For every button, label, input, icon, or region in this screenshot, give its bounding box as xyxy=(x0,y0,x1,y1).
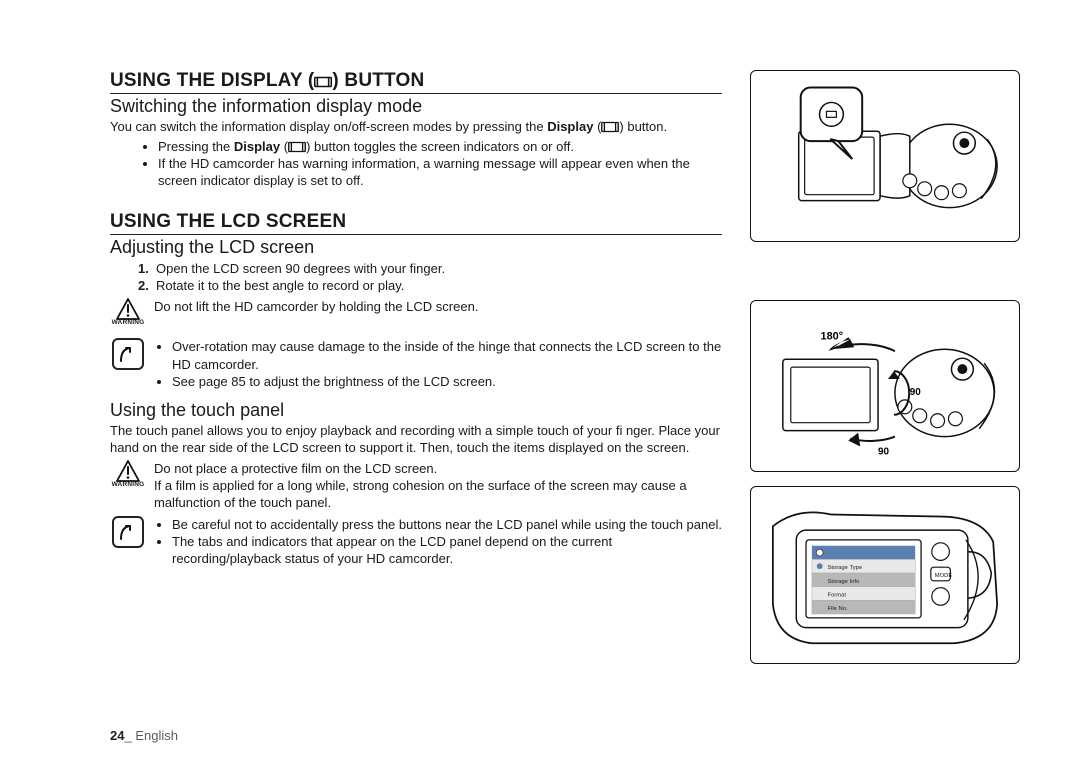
text: ( xyxy=(593,119,601,134)
section-title-display-button: USING THE DISPLAY ( ) BUTTON xyxy=(110,70,722,94)
item-text: Open the LCD screen 90 degrees with your… xyxy=(156,261,445,276)
spacer xyxy=(110,392,722,398)
item-number: 2. xyxy=(138,277,149,294)
item-text: Rotate it to the best angle to record or… xyxy=(156,278,404,293)
bullet-item: Over-rotation may cause damage to the in… xyxy=(172,338,722,372)
para-intro: You can switch the information display o… xyxy=(110,119,722,136)
figure-lcd-rotation: 180° 90 90 xyxy=(750,300,1020,472)
item-number: 1. xyxy=(138,260,149,277)
text: If a film is applied for a long while, s… xyxy=(154,478,687,510)
bullet-item: See page 85 to adjust the brightness of … xyxy=(172,373,722,390)
tip-text: Over-rotation may cause damage to the in… xyxy=(154,338,722,389)
tip-icon xyxy=(110,516,146,548)
figure-touch-panel: Storage Type Storage Info Format File No… xyxy=(750,486,1020,664)
bullet-list: Pressing the Display ( ) button toggles t… xyxy=(110,138,722,189)
page-number: 24 xyxy=(110,728,124,743)
display-icon xyxy=(288,141,306,153)
warning-text: Do not lift the HD camcorder by holding … xyxy=(154,298,722,315)
text: ) button. xyxy=(619,119,667,134)
subtitle-touch-panel: Using the touch panel xyxy=(110,400,722,421)
spacer xyxy=(750,256,1020,300)
svg-text:Storage Info: Storage Info xyxy=(827,579,859,585)
numbered-list: 1. Open the LCD screen 90 degrees with yo… xyxy=(110,260,722,294)
tip-note: Over-rotation may cause damage to the in… xyxy=(110,338,722,389)
footer-language: English xyxy=(135,728,178,743)
bullet-item: Pressing the Display ( ) button toggles t… xyxy=(158,138,722,155)
tip-bullets: Over-rotation may cause damage to the in… xyxy=(154,338,722,389)
tip-bullets: Be careful not to accidentally press the… xyxy=(154,516,722,567)
subtitle-switching-mode: Switching the information display mode xyxy=(110,96,722,117)
page-footer: 24_ English xyxy=(110,728,178,743)
angle-label: 90 xyxy=(878,446,890,457)
svg-text:Format: Format xyxy=(827,592,846,598)
camcorder-touch-illustration: Storage Type Storage Info Format File No… xyxy=(761,497,1009,653)
warning-text: Do not place a protective film on the LC… xyxy=(154,460,722,511)
section-title-lcd-screen: USING THE LCD SCREEN xyxy=(110,211,722,235)
display-icon xyxy=(601,121,619,133)
spacer xyxy=(110,193,722,211)
angle-label: 90 xyxy=(910,387,922,398)
warning-label: WARNING xyxy=(112,319,145,326)
svg-text:MODE: MODE xyxy=(935,573,953,579)
angle-label: 180° xyxy=(821,330,844,342)
figure-column: 180° 90 90 xyxy=(750,70,1020,678)
bullet-item: Be careful not to accidentally press the… xyxy=(172,516,722,533)
text-column: USING THE DISPLAY ( ) BUTTON Switching th… xyxy=(110,70,722,678)
warning-note: WARNING Do not place a protective film o… xyxy=(110,460,722,511)
svg-text:Storage Type: Storage Type xyxy=(827,565,862,571)
display-icon xyxy=(314,76,332,88)
bullet-item: If the HD camcorder has warning informat… xyxy=(158,155,722,189)
camcorder-illustration xyxy=(761,81,1009,231)
warning-label: WARNING xyxy=(112,481,145,488)
camcorder-rotation-illustration: 180° 90 90 xyxy=(761,311,1009,461)
title-text: ) BUTTON xyxy=(332,70,424,91)
footer-sep: _ xyxy=(124,728,135,743)
para-touch-panel: The touch panel allows you to enjoy play… xyxy=(110,423,722,456)
text: Pressing the xyxy=(158,139,234,154)
bullet-item: The tabs and indicators that appear on t… xyxy=(172,533,722,567)
text-bold: Display xyxy=(234,139,280,154)
tip-text: Be careful not to accidentally press the… xyxy=(154,516,722,567)
tip-note: Be careful not to accidentally press the… xyxy=(110,516,722,567)
text: ) button toggles the screen indicators o… xyxy=(306,139,574,154)
text-bold: Display xyxy=(547,119,593,134)
warning-icon: WARNING xyxy=(110,298,146,326)
tip-icon xyxy=(110,338,146,370)
spacer xyxy=(110,328,722,334)
manual-page: USING THE DISPLAY ( ) BUTTON Switching th… xyxy=(0,0,1080,763)
title-text: USING THE DISPLAY ( xyxy=(110,70,314,91)
list-item: 2. Rotate it to the best angle to record … xyxy=(138,277,722,294)
subtitle-adjusting-lcd: Adjusting the LCD screen xyxy=(110,237,722,258)
warning-icon: WARNING xyxy=(110,460,146,488)
text: You can switch the information display o… xyxy=(110,119,547,134)
text: Do not place a protective film on the LC… xyxy=(154,461,437,476)
warning-note: WARNING Do not lift the HD camcorder by … xyxy=(110,298,722,326)
figure-display-button xyxy=(750,70,1020,242)
text: ( xyxy=(280,139,288,154)
content-columns: USING THE DISPLAY ( ) BUTTON Switching th… xyxy=(110,70,1020,678)
svg-text:File No.: File No. xyxy=(827,606,848,612)
list-item: 1. Open the LCD screen 90 degrees with yo… xyxy=(138,260,722,277)
